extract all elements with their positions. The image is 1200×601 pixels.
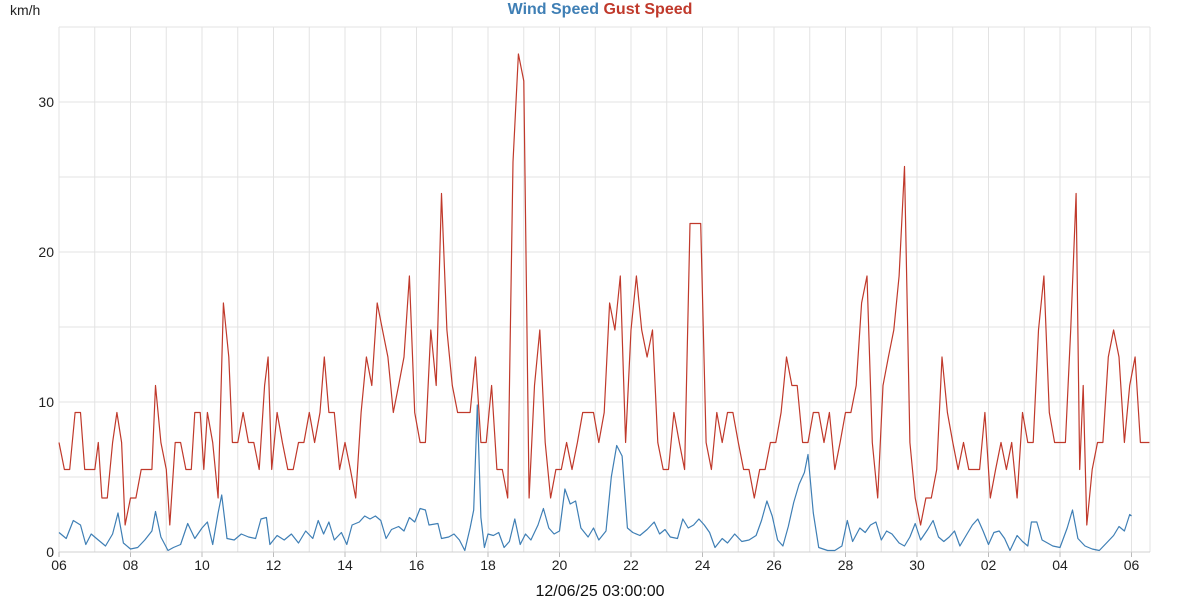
- x-tick-label: 12: [266, 557, 282, 573]
- x-axis-label: 12/06/25 03:00:00: [535, 583, 665, 600]
- x-tick-label: 18: [480, 557, 496, 573]
- legend-gust-speed[interactable]: Gust Speed: [603, 1, 693, 18]
- gust-speed-line: [58, 53, 1150, 526]
- x-tick-label: 24: [695, 557, 711, 573]
- x-tick-label: 16: [409, 557, 425, 573]
- y-tick-label: 20: [38, 244, 54, 260]
- x-tick-label: 26: [766, 557, 782, 573]
- x-tick-label: 30: [909, 557, 925, 573]
- y-tick-label: 0: [46, 544, 54, 560]
- x-axis-ticks: 06 08 10 12 14 16 18 20 22 24 26 28 30 02 04 06: [51, 552, 1139, 573]
- x-tick-label: 04: [1052, 557, 1068, 573]
- x-tick-label: 28: [838, 557, 854, 573]
- legend-wind-speed[interactable]: Wind Speed: [507, 1, 600, 18]
- x-tick-label: 10: [194, 557, 210, 573]
- x-tick-label: 06: [1124, 557, 1140, 573]
- y-tick-label: 30: [38, 94, 54, 110]
- y-axis-ticks: 0 10 20 30: [38, 94, 54, 560]
- x-tick-label: 06: [51, 557, 67, 573]
- wind-speed-line: [58, 404, 1132, 552]
- grid-lines: [58, 26, 1151, 553]
- x-tick-label: 22: [623, 557, 639, 573]
- series-lines: [58, 53, 1150, 552]
- x-tick-label: 02: [981, 557, 997, 573]
- chart-title: Wind Speed Gust Speed: [0, 1, 1200, 19]
- x-tick-label: 20: [552, 557, 568, 573]
- x-tick-label: 08: [123, 557, 139, 573]
- y-axis-unit-label: km/h: [10, 2, 41, 18]
- y-tick-label: 10: [38, 394, 54, 410]
- x-tick-label: 14: [337, 557, 353, 573]
